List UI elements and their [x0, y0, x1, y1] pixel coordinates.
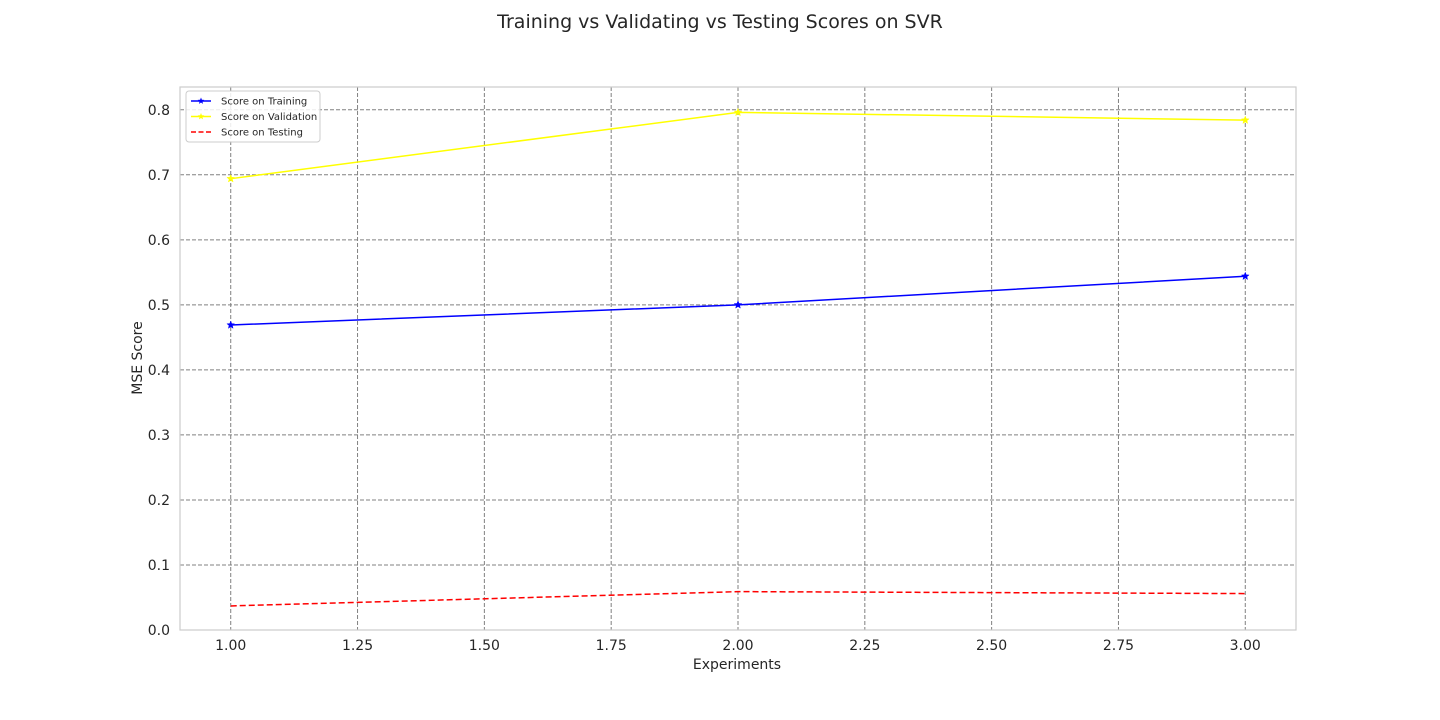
x-tick-label: 2.75 — [1103, 638, 1134, 654]
legend-items: Score on Training Score on Validation Scor… — [191, 97, 317, 139]
x-tick-label: 1.50 — [469, 638, 500, 654]
x-tick-label: 1.75 — [596, 638, 627, 654]
score-on-training-legend-marker — [197, 97, 205, 104]
series-lines — [226, 107, 1250, 607]
grid — [180, 87, 1296, 631]
score-on-training-legend-label: Score on Training — [221, 97, 307, 108]
score-on-validation-point — [226, 173, 236, 183]
score-on-validation-point — [733, 107, 743, 117]
y-axis-label: MSE Score — [130, 321, 146, 394]
x-axis-ticks: 1.00 1.25 1.50 1.75 2.00 2.25 2.50 2.75 3.00 — [215, 638, 1261, 654]
y-tick-label: 0.1 — [148, 558, 170, 574]
score-on-training-point — [226, 320, 236, 329]
y-tick-label: 0.5 — [148, 298, 170, 314]
y-tick-label: 0.7 — [148, 168, 170, 184]
score-on-validation-point — [1240, 115, 1250, 124]
score-on-validation-legend-marker — [197, 113, 205, 120]
score-on-testing-line — [230, 590, 1246, 607]
legend: Score on Training Score on Validation Scor… — [185, 90, 321, 143]
x-axis-label: Experiments — [693, 657, 781, 673]
score-on-testing-legend-label: Score on Testing — [221, 128, 303, 139]
chart-title: Training vs Validating vs Testing Scores… — [496, 11, 943, 33]
y-tick-label: 0.4 — [148, 363, 170, 379]
y-tick-label: 0.0 — [148, 623, 170, 639]
legend-box — [185, 90, 321, 143]
y-tick-label: 0.6 — [148, 233, 170, 249]
x-tick-label: 1.25 — [342, 638, 373, 654]
score-on-training-point — [733, 300, 743, 309]
plot-frame — [179, 86, 1297, 631]
y-tick-label: 0.2 — [148, 493, 170, 509]
score-on-validation-legend-label: Score on Validation — [221, 112, 317, 123]
score-on-training-point — [1240, 271, 1250, 281]
x-tick-label: 2.25 — [849, 638, 880, 654]
x-tick-label: 2.50 — [976, 638, 1007, 654]
x-tick-label: 1.00 — [215, 638, 246, 654]
x-tick-label: 3.00 — [1230, 638, 1261, 654]
x-tick-label: 2.00 — [722, 638, 753, 654]
y-tick-label: 0.8 — [148, 103, 170, 119]
y-tick-label: 0.3 — [148, 428, 170, 444]
y-axis-ticks: 0.0 0.1 0.2 0.3 0.4 0.5 0.6 0.7 0.8 — [148, 103, 170, 639]
